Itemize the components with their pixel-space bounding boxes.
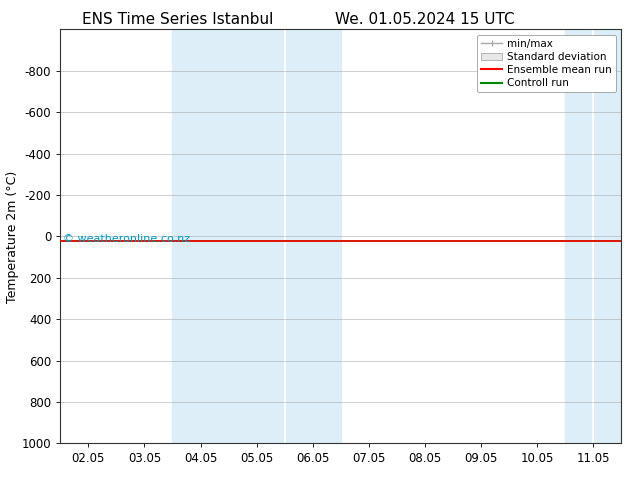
Text: We. 01.05.2024 15 UTC: We. 01.05.2024 15 UTC	[335, 12, 515, 27]
Legend: min/max, Standard deviation, Ensemble mean run, Controll run: min/max, Standard deviation, Ensemble me…	[477, 35, 616, 92]
Y-axis label: Temperature 2m (°C): Temperature 2m (°C)	[6, 171, 19, 302]
Text: ENS Time Series Istanbul: ENS Time Series Istanbul	[82, 12, 273, 27]
Bar	[566, 29, 621, 443]
Text: © weatheronline.co.nz: © weatheronline.co.nz	[63, 234, 190, 245]
Bar	[172, 29, 341, 443]
